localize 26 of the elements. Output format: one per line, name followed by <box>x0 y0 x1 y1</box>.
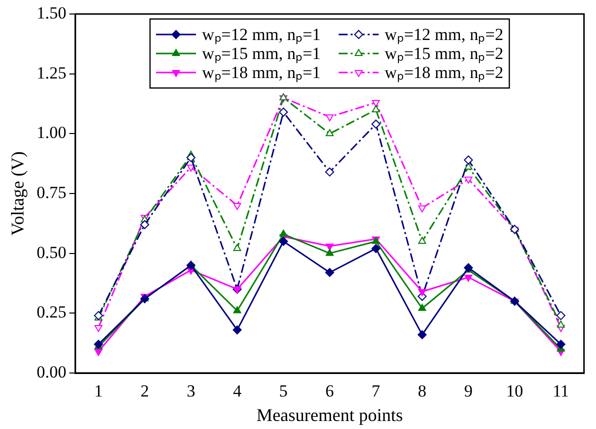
x-tick-label: 7 <box>372 382 381 401</box>
legend-label: wₚ=15 mm, nₚ=2 <box>384 44 504 64</box>
x-tick-label: 8 <box>418 382 426 401</box>
x-tick-label: 4 <box>232 382 242 401</box>
x-tick-label: 11 <box>552 382 570 401</box>
legend-label: wₚ=18 mm, nₚ=1 <box>202 62 321 83</box>
y-tick-label: 1.50 <box>36 3 66 22</box>
y-tick-label: 1.25 <box>36 63 66 82</box>
x-tick-label: 3 <box>186 382 196 401</box>
x-tick-label: 10 <box>506 382 524 401</box>
legend-label: wₚ=12 mm, nₚ=2 <box>384 24 504 45</box>
x-tick-label: 5 <box>279 382 288 401</box>
y-axis-title: Voltage (V) <box>8 151 28 236</box>
x-axis-title: Measurement points <box>256 404 403 425</box>
legend-label: wₚ=12 mm, nₚ=1 <box>202 24 321 45</box>
y-tick-label: 0.75 <box>36 182 66 202</box>
x-tick-label: 6 <box>325 382 334 401</box>
x-tick-label: 9 <box>464 382 473 401</box>
x-tick-label: 1 <box>94 382 103 401</box>
y-tick-label: 0.50 <box>36 242 66 262</box>
x-tick-label: 2 <box>140 382 149 401</box>
legend-label: wₚ=18 mm, nₚ=2 <box>384 62 504 83</box>
y-tick-label: 0.00 <box>36 362 66 382</box>
y-tick-label: 1.00 <box>36 123 66 142</box>
y-tick-label: 0.25 <box>36 302 66 322</box>
legend-label: wₚ=15 mm, nₚ=1 <box>202 44 321 64</box>
